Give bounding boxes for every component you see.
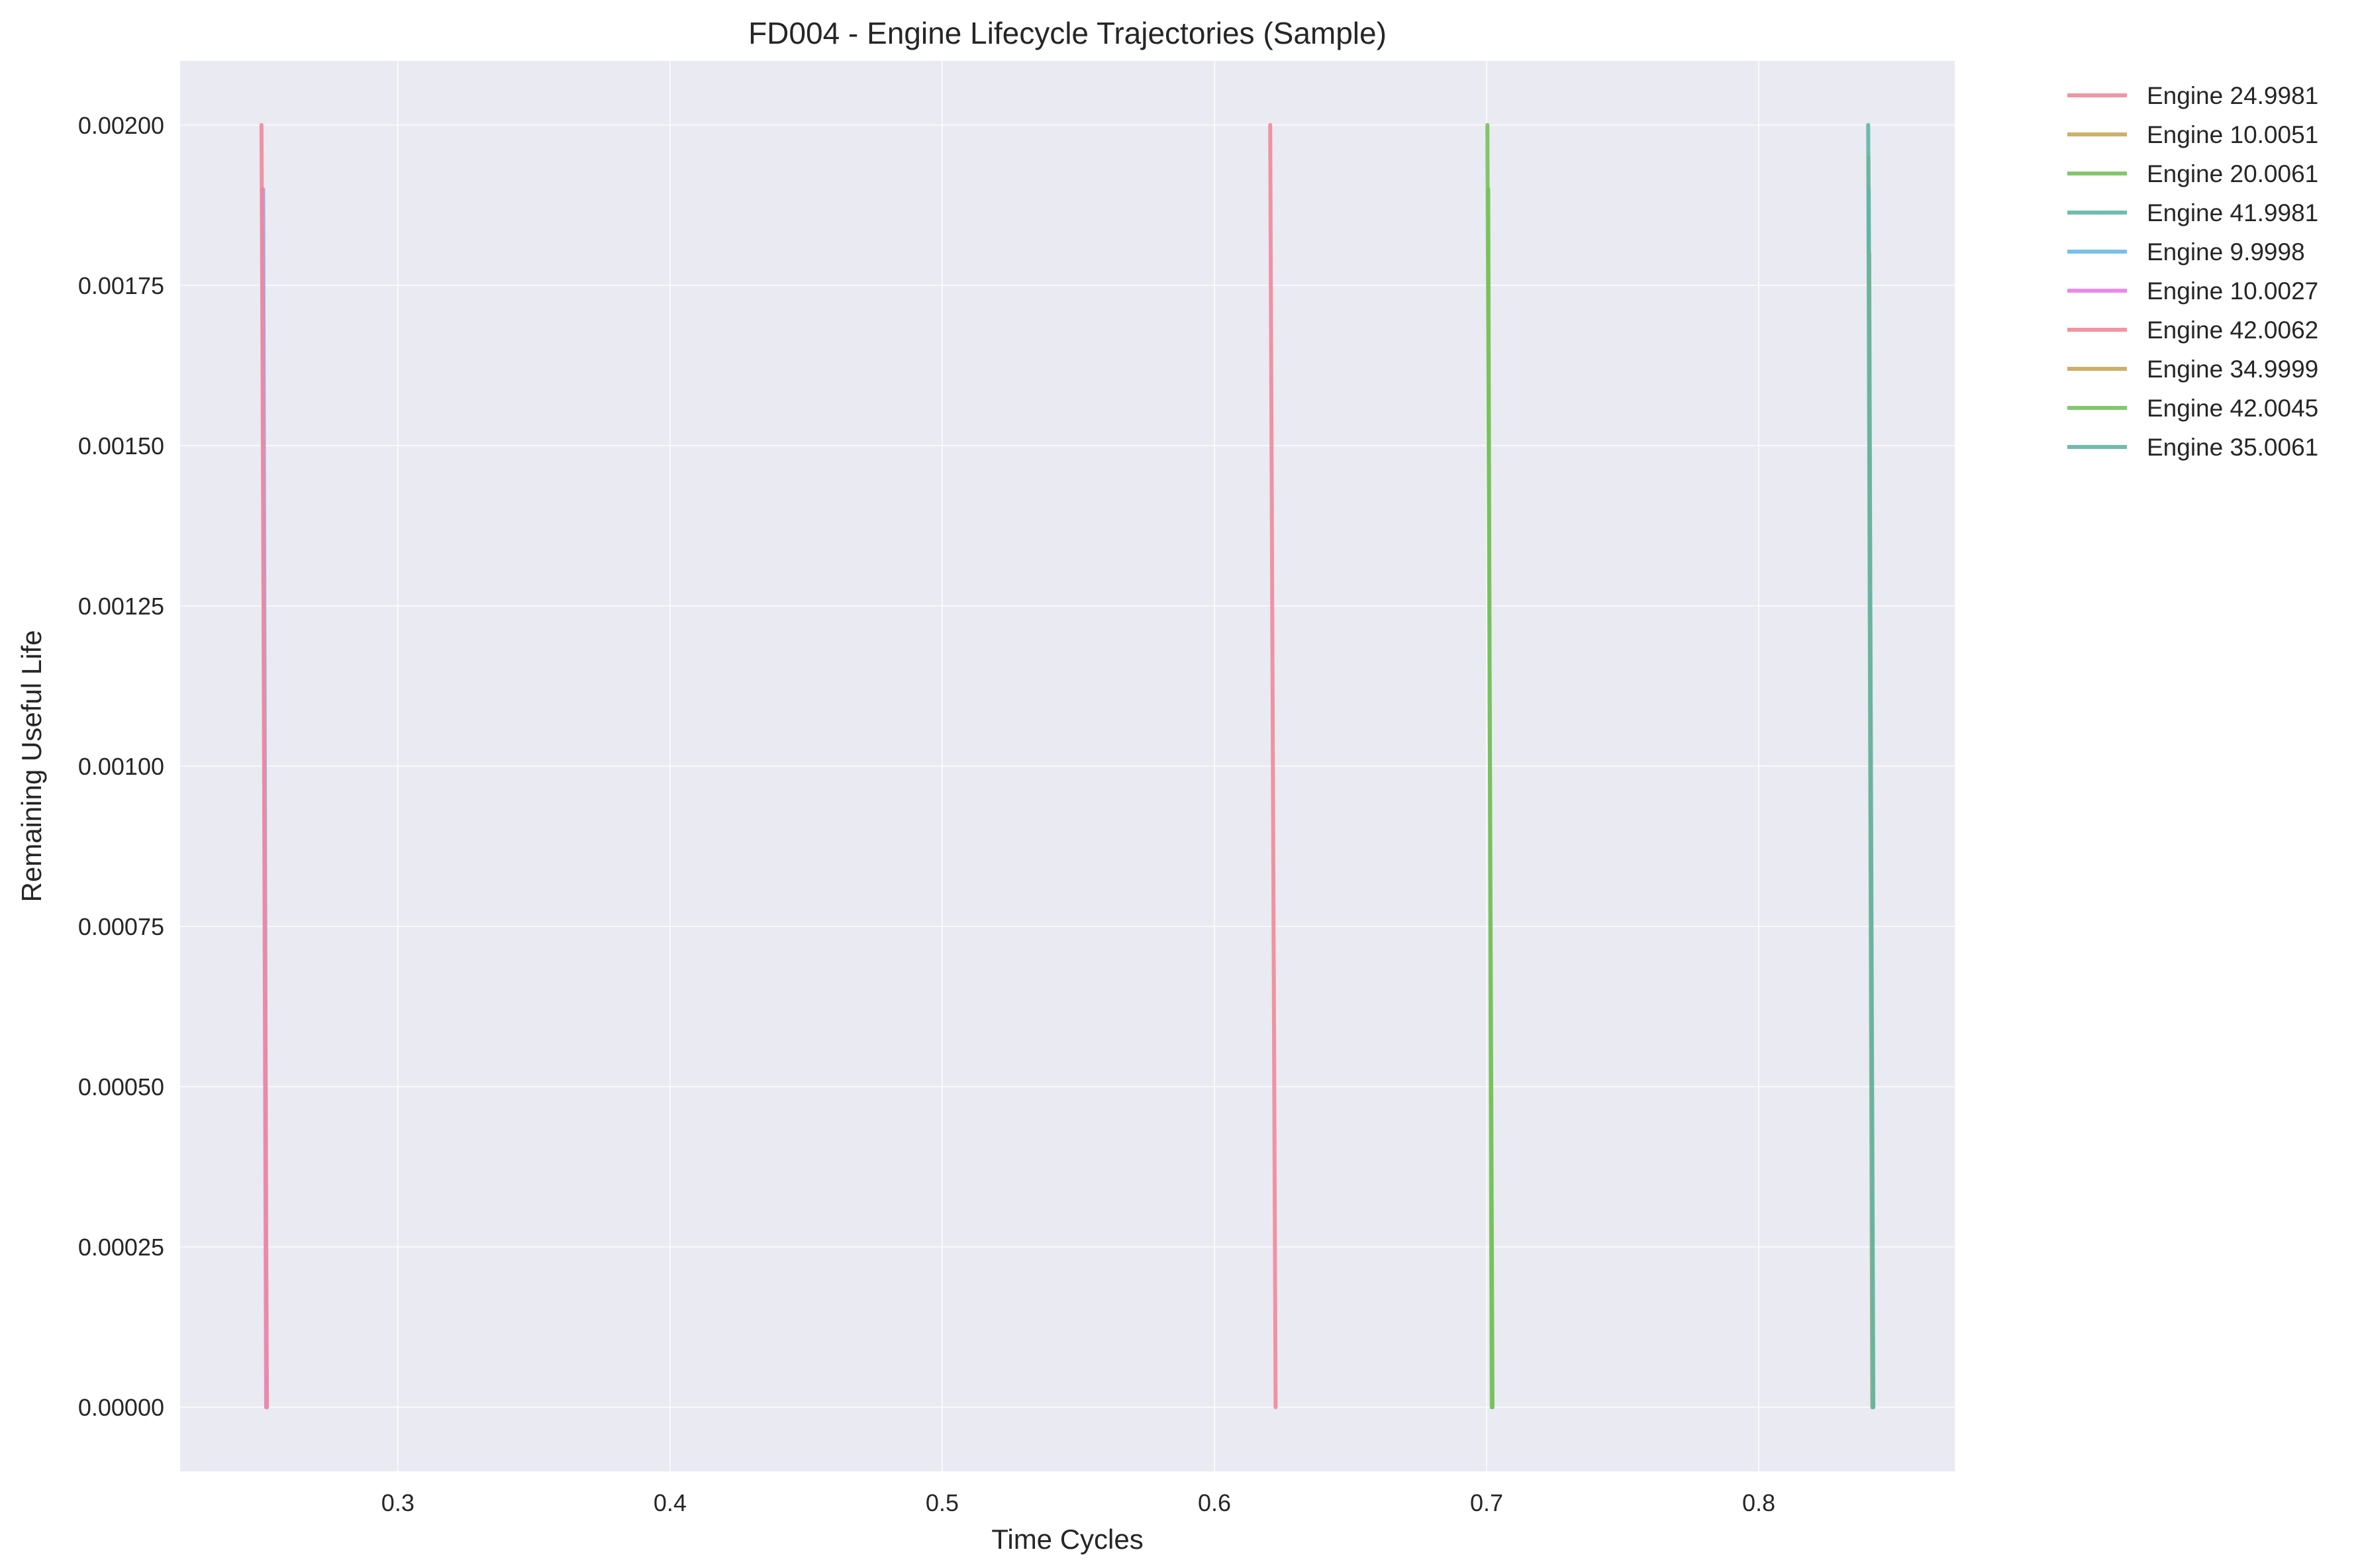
legend-label: Engine 42.0045: [2147, 395, 2318, 422]
series-line-9: [1486, 187, 1494, 1410]
chart-title: FD004 - Engine Lifecycle Trajectories (S…: [748, 16, 1387, 50]
series-group: [259, 122, 1876, 1410]
legend-label: Engine 41.9981: [2147, 199, 2318, 226]
x-tick-label: 0.4: [654, 1489, 687, 1516]
legend: Engine 24.9981 Engine 10.0051 Engine 20.00…: [2067, 82, 2318, 461]
x-tick-label: 0.8: [1742, 1489, 1775, 1516]
y-tick-label: 0.00175: [78, 272, 164, 299]
series-line-1: [1268, 122, 1278, 1410]
x-tick-label: 0.7: [1470, 1489, 1503, 1516]
y-tick-label: 0.00000: [78, 1394, 164, 1421]
x-tick-label: 0.6: [1198, 1489, 1231, 1516]
legend-label: Engine 10.0051: [2147, 121, 2318, 148]
y-ticks: 0.00000 0.00025 0.00050 0.00075 0.00100 0.001…: [78, 112, 164, 1421]
legend-label: Engine 35.0061: [2147, 434, 2318, 461]
y-tick-label: 0.00125: [78, 593, 164, 620]
y-tick-label: 0.00200: [78, 112, 164, 139]
y-axis-label: Remaining Useful Life: [16, 630, 47, 903]
x-axis-label: Time Cycles: [991, 1524, 1143, 1555]
series-line-10: [1867, 187, 1876, 1410]
series-line-7: [259, 122, 270, 1410]
y-tick-label: 0.00100: [78, 753, 164, 780]
legend-label: Engine 34.9999: [2147, 356, 2318, 383]
x-tick-label: 0.3: [381, 1489, 415, 1516]
legend-label: Engine 24.9981: [2147, 82, 2318, 109]
x-ticks: 0.3 0.4 0.5 0.6 0.7 0.8: [381, 1489, 1775, 1516]
y-tick-label: 0.00025: [78, 1234, 164, 1261]
y-tick-label: 0.00075: [78, 913, 164, 940]
legend-label: Engine 42.0062: [2147, 317, 2318, 344]
x-tick-label: 0.5: [926, 1489, 959, 1516]
legend-label: Engine 20.0061: [2147, 160, 2318, 187]
legend-label: Engine 9.9998: [2147, 238, 2305, 266]
y-tick-label: 0.00050: [78, 1073, 164, 1101]
legend-label: Engine 10.0027: [2147, 277, 2318, 305]
y-tick-label: 0.00150: [78, 432, 164, 460]
